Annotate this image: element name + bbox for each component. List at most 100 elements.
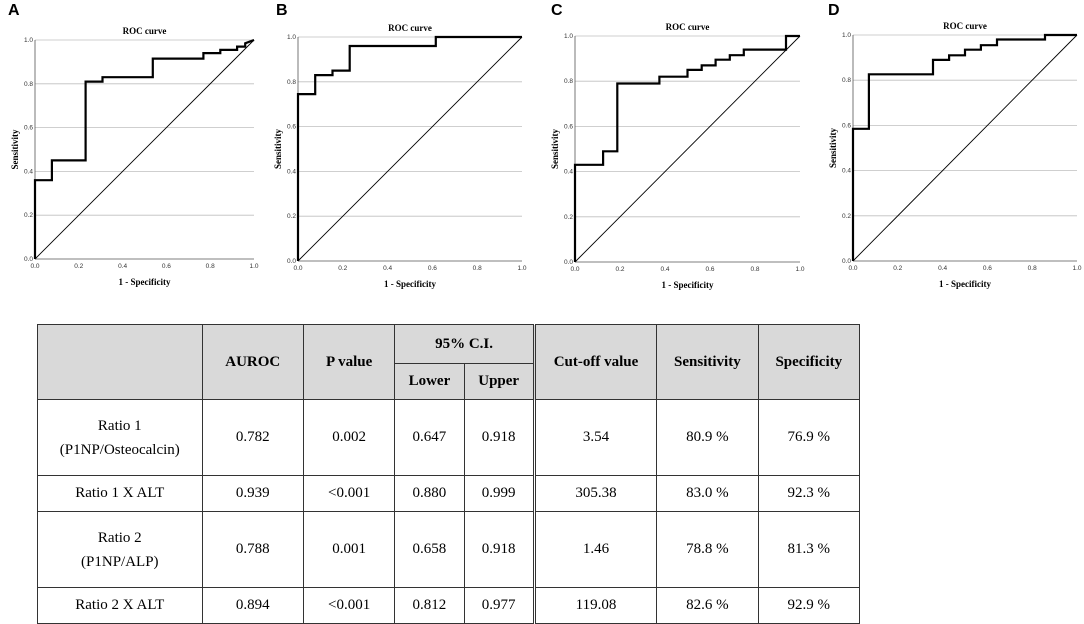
roc-chart-svg: 0.00.0 0.2 0.2 0.4 0.4 0.6 0.6 0.8 0.8 1.0 1.0 ROC … [828,21,1082,289]
x-tick-label: 0.6 [705,266,714,273]
cell-p-value: <0.001 [302,587,396,624]
y-tick-label: 0.8 [842,77,851,84]
y-tick-label: 0.8 [564,78,573,85]
roc-panel-b: 0.0 0.0 0.2 0.2 0.4 0.4 0.6 0.6 0.8 0.8 1.0 1.0 ROC … [0,0,527,300]
reference-diagonal-line [852,34,1078,262]
cell-auroc: 0.894 [201,587,304,624]
roc-curve-line [33,38,255,259]
y-tick-label: 0.4 [842,168,851,175]
panel-letter-d: D [828,2,840,19]
row-name-line1: Ratio 2 [97,529,142,546]
cell-specificity: 76.9 % [757,399,861,476]
y-tick-label: 0.4 [287,168,296,175]
row-name: Ratio 1 X ALT [37,475,203,512]
cell-upper: 0.918 [463,511,535,588]
y-tick-label: 0.4 [564,169,573,176]
cell-p-value: 0.002 [302,399,396,476]
y-axis-label: Sensitivity [273,129,283,170]
table-row: Ratio 2 (P1NP/ALP) 0.788 0.001 0.658 0.9… [37,511,861,588]
cell-specificity: 92.3 % [757,475,861,512]
x-tick-label: 0.0 [570,266,579,273]
x-tick-label: 0.0 [848,265,857,272]
x-tick-label: 0.4 [938,265,947,272]
header-lower: Lower [394,363,465,400]
cell-upper: 0.999 [463,475,535,512]
cell-p-value: <0.001 [302,475,396,512]
roc-chart-svg: 0.00.0 0.2 0.2 0.4 0.4 0.6 0.6 0.8 0.8 1.0 1.0 ROC … [10,26,259,287]
cell-upper: 0.918 [463,399,535,476]
y-tick-label: 0.0 [24,256,33,263]
chart-title: ROC curve [666,22,710,32]
header-empty [37,324,203,400]
y-tick-label: 1.0 [287,34,296,41]
cell-auroc: 0.939 [201,475,304,512]
panel-letter-b: B [276,2,288,19]
roc-curve-line [296,35,522,261]
y-tick-label: 1.0 [24,37,33,44]
x-tick-label: 1.0 [795,266,804,273]
cell-specificity: 92.9 % [757,587,861,624]
roc-chart-svg: 0.00.0 0.2 0.2 0.4 0.4 0.6 0.6 0.8 0.8 1.0 1.0 ROC … [550,22,805,290]
x-tick-label: 1.0 [517,265,526,272]
y-tick-label: 0.6 [287,124,296,131]
cell-p-value: 0.001 [302,511,396,588]
y-tick-label: 0.2 [842,213,851,220]
x-tick-label: 0.2 [893,265,902,272]
x-tick-label: 1.0 [1072,265,1081,272]
roc-panel-a: 0.0 0.0 0.2 0.2 0.4 0.4 0.6 0.6 0.8 0.8 1.0 1.0 ROC … [0,0,260,300]
row-name-line2: (P1NP/ALP) [81,553,159,570]
x-axis-label: 1 - Specificity [119,277,171,287]
x-tick-label: 0.6 [428,265,437,272]
cell-lower: 0.812 [394,587,465,624]
x-tick-label: 0.6 [162,263,171,270]
x-tick-label: 0.4 [660,266,669,273]
cell-cutoff: 305.38 [532,475,658,512]
cell-specificity: 81.3 % [757,511,861,588]
x-axis-label: 1 - Specificity [662,280,714,290]
y-tick-label: 1.0 [842,32,851,39]
y-tick-label: 0.2 [24,212,33,219]
y-axis-label: Sensitivity [550,129,560,170]
x-tick-label: 0.2 [338,265,347,272]
header-p-value: P value [302,324,396,400]
roc-chart-svg: 0.00.0 0.2 0.2 0.4 0.4 0.6 0.6 0.8 0.8 1.0 1.0 ROC … [273,23,527,289]
y-tick-label: 0.6 [564,123,573,130]
cell-lower: 0.658 [394,511,465,588]
header-cutoff: Cut-off value [532,324,658,400]
row-name: Ratio 2 (P1NP/ALP) [37,511,203,588]
header-ci: 95% C.I. [394,324,535,364]
table-row: Ratio 1 (P1NP/Osteocalcin) 0.782 0.002 0… [37,399,861,476]
row-name: Ratio 1 (P1NP/Osteocalcin) [37,399,203,476]
x-tick-label: 0.4 [383,265,392,272]
roc-panel-c: 0.0 0.0 0.2 0.2 0.4 0.4 0.6 0.6 0.8 0.8 1.0 1.0 ROC … [0,0,805,300]
panel-letter-c: C [551,2,563,19]
reference-diagonal-line [574,35,801,263]
cell-sensitivity: 78.8 % [656,511,759,588]
y-axis-label: Sensitivity [828,128,838,169]
y-tick-label: 0.0 [287,258,296,265]
table-row: Ratio 1 X ALT 0.939 <0.001 0.880 0.999 3… [37,475,861,512]
row-name-line2: (P1NP/Osteocalcin) [59,441,180,458]
x-axis-label: 1 - Specificity [939,279,991,289]
x-tick-label: 0.8 [473,265,482,272]
roc-curve-line [851,33,1077,261]
y-tick-label: 0.0 [564,259,573,266]
x-axis-label: 1 - Specificity [384,279,436,289]
header-specificity: Specificity [757,324,861,400]
cell-upper: 0.977 [463,587,535,624]
cell-cutoff: 1.46 [532,511,658,588]
y-tick-label: 0.2 [564,214,573,221]
cell-sensitivity: 82.6 % [656,587,759,624]
y-axis-label: Sensitivity [10,129,20,170]
cell-auroc: 0.782 [201,399,304,476]
x-tick-label: 0.2 [615,266,624,273]
chart-title: ROC curve [123,26,167,36]
x-tick-label: 0.0 [30,263,39,270]
x-tick-label: 0.2 [74,263,83,270]
header-upper: Upper [463,363,535,400]
cell-lower: 0.880 [394,475,465,512]
cell-cutoff: 119.08 [532,587,658,624]
cell-sensitivity: 83.0 % [656,475,759,512]
y-tick-label: 0.8 [287,79,296,86]
y-tick-label: 0.6 [24,125,33,132]
